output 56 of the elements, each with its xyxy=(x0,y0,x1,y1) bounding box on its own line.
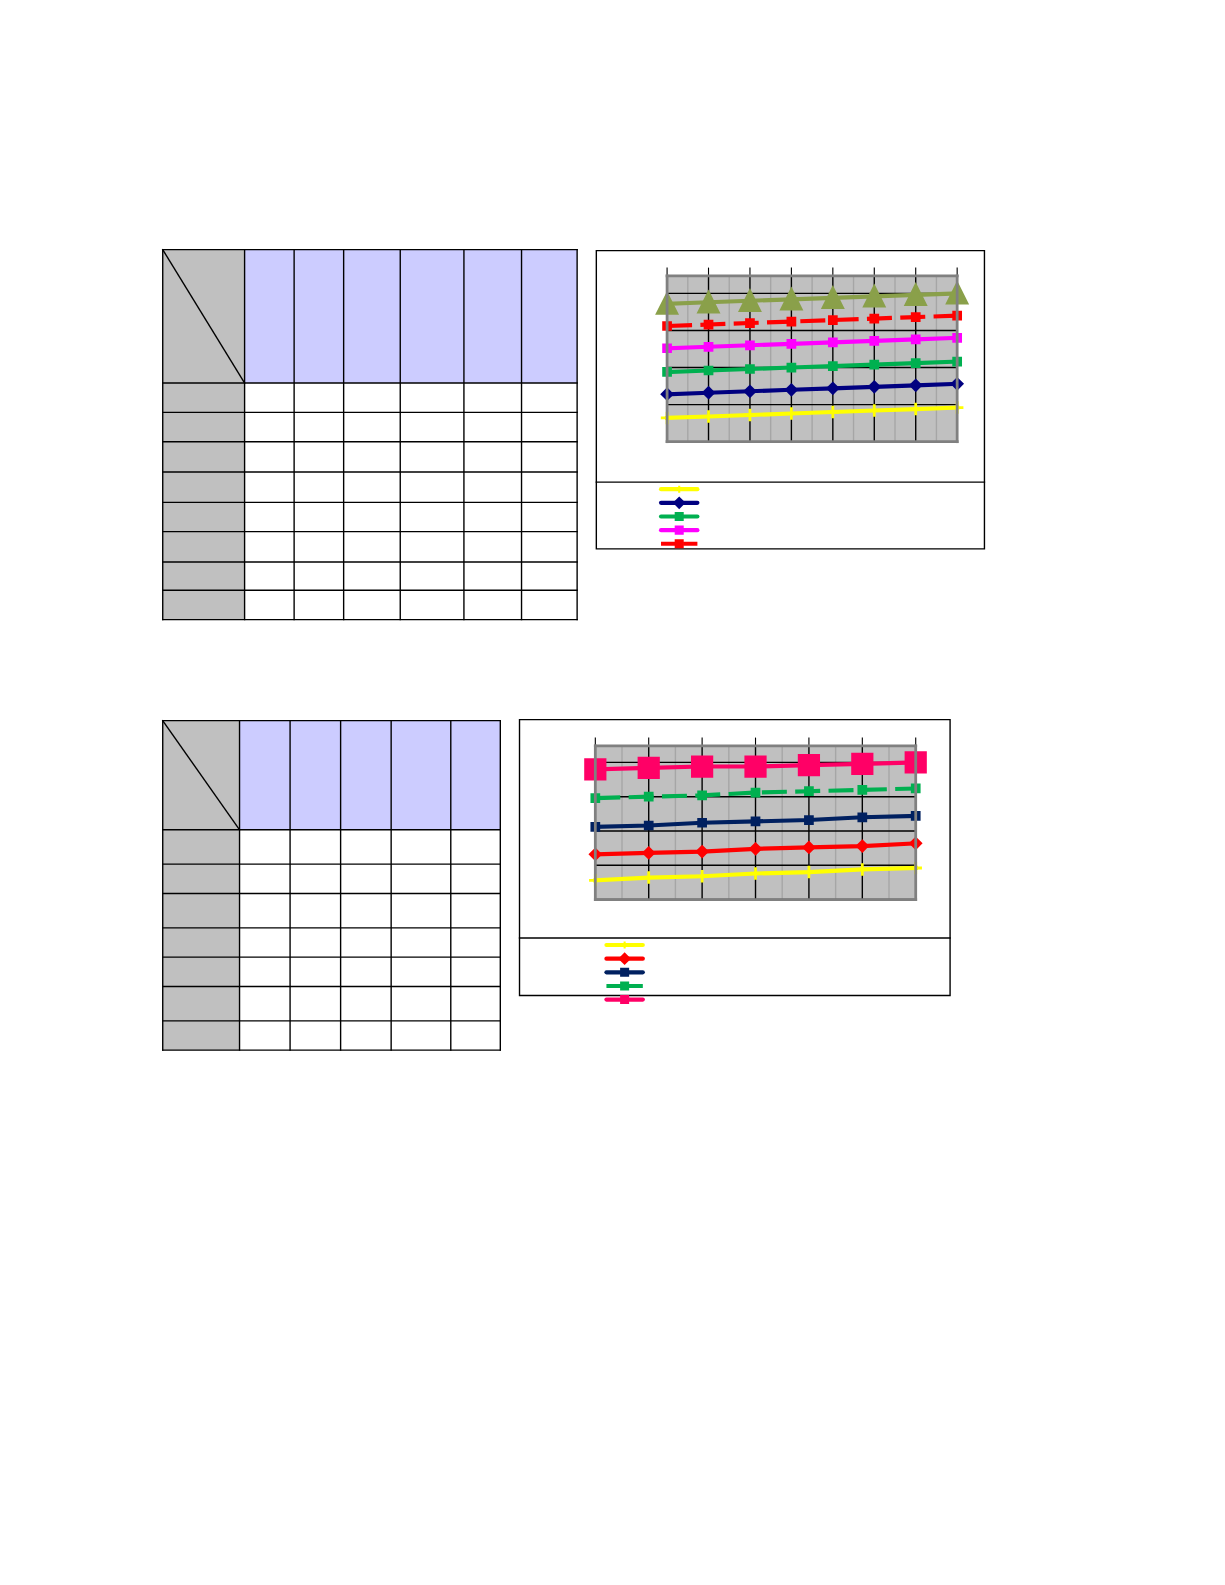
point xyxy=(910,334,921,345)
point xyxy=(825,404,841,420)
point xyxy=(695,845,709,858)
point xyxy=(697,291,720,314)
point xyxy=(745,364,755,374)
point xyxy=(821,286,844,309)
point xyxy=(749,842,762,856)
point xyxy=(643,820,654,831)
point xyxy=(869,313,880,324)
point xyxy=(786,316,797,327)
point xyxy=(857,784,868,795)
point xyxy=(867,380,881,394)
point xyxy=(703,365,714,376)
point xyxy=(703,341,714,352)
point xyxy=(744,755,767,778)
point xyxy=(738,289,762,312)
point xyxy=(869,335,880,346)
point xyxy=(702,386,715,400)
point xyxy=(804,786,814,797)
point xyxy=(856,839,869,853)
point xyxy=(745,318,755,328)
point xyxy=(802,841,816,854)
point xyxy=(909,379,923,392)
point xyxy=(857,812,868,823)
point xyxy=(804,815,814,825)
point xyxy=(750,787,761,798)
point xyxy=(703,319,714,330)
point xyxy=(863,285,886,308)
point xyxy=(851,752,874,775)
point xyxy=(697,790,707,801)
point xyxy=(750,816,761,827)
point xyxy=(697,817,707,828)
point xyxy=(691,755,714,778)
point xyxy=(637,756,660,780)
point xyxy=(643,791,654,802)
point xyxy=(826,381,840,395)
point xyxy=(904,283,927,306)
point xyxy=(797,754,821,777)
point xyxy=(662,367,672,377)
point xyxy=(827,361,838,371)
point xyxy=(827,315,838,325)
point xyxy=(827,337,838,348)
point xyxy=(785,383,798,397)
point xyxy=(743,384,757,398)
point xyxy=(904,751,927,774)
point xyxy=(742,407,758,423)
point xyxy=(642,846,656,860)
point xyxy=(662,321,672,331)
point xyxy=(786,362,797,373)
point xyxy=(869,359,880,370)
point xyxy=(910,358,921,368)
point xyxy=(662,343,672,354)
point xyxy=(910,312,921,322)
point xyxy=(780,288,803,311)
point xyxy=(745,340,755,351)
point xyxy=(786,338,797,349)
